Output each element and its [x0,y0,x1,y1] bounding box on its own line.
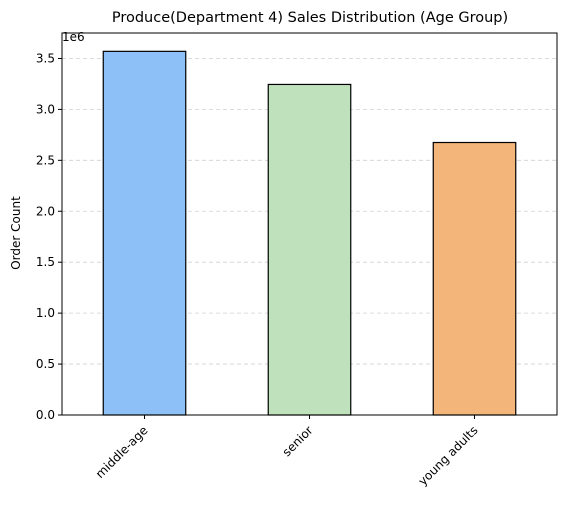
chart-title: Produce(Department 4) Sales Distribution… [112,10,508,26]
x-tick-label: senior [280,423,316,459]
y-tick-label: 3.5 [36,51,55,65]
x-tick-label: young adults [416,423,481,488]
y-scale-label: 1e6 [62,30,85,44]
bars [102,50,517,416]
y-tick-label: 1.0 [36,306,55,320]
y-tick-label: 2.5 [36,153,55,167]
x-axis-ticks: middle-age senior young adults [93,415,481,488]
y-axis-label: Order Count [9,196,23,270]
bar-young-adults [432,141,517,416]
y-tick-label: 0.5 [36,357,55,371]
y-tick-label: 1.5 [36,255,55,269]
y-axis-ticks: 0.0 0.5 1.0 1.5 2.0 2.5 3.0 3.5 [36,51,62,422]
y-tick-label: 3.0 [36,102,55,116]
bar-senior [267,83,352,416]
y-tick-label: 0.0 [36,408,55,422]
bar-middle-age [102,50,187,416]
x-tick-label: middle-age [93,423,151,481]
y-tick-label: 2.0 [36,204,55,218]
